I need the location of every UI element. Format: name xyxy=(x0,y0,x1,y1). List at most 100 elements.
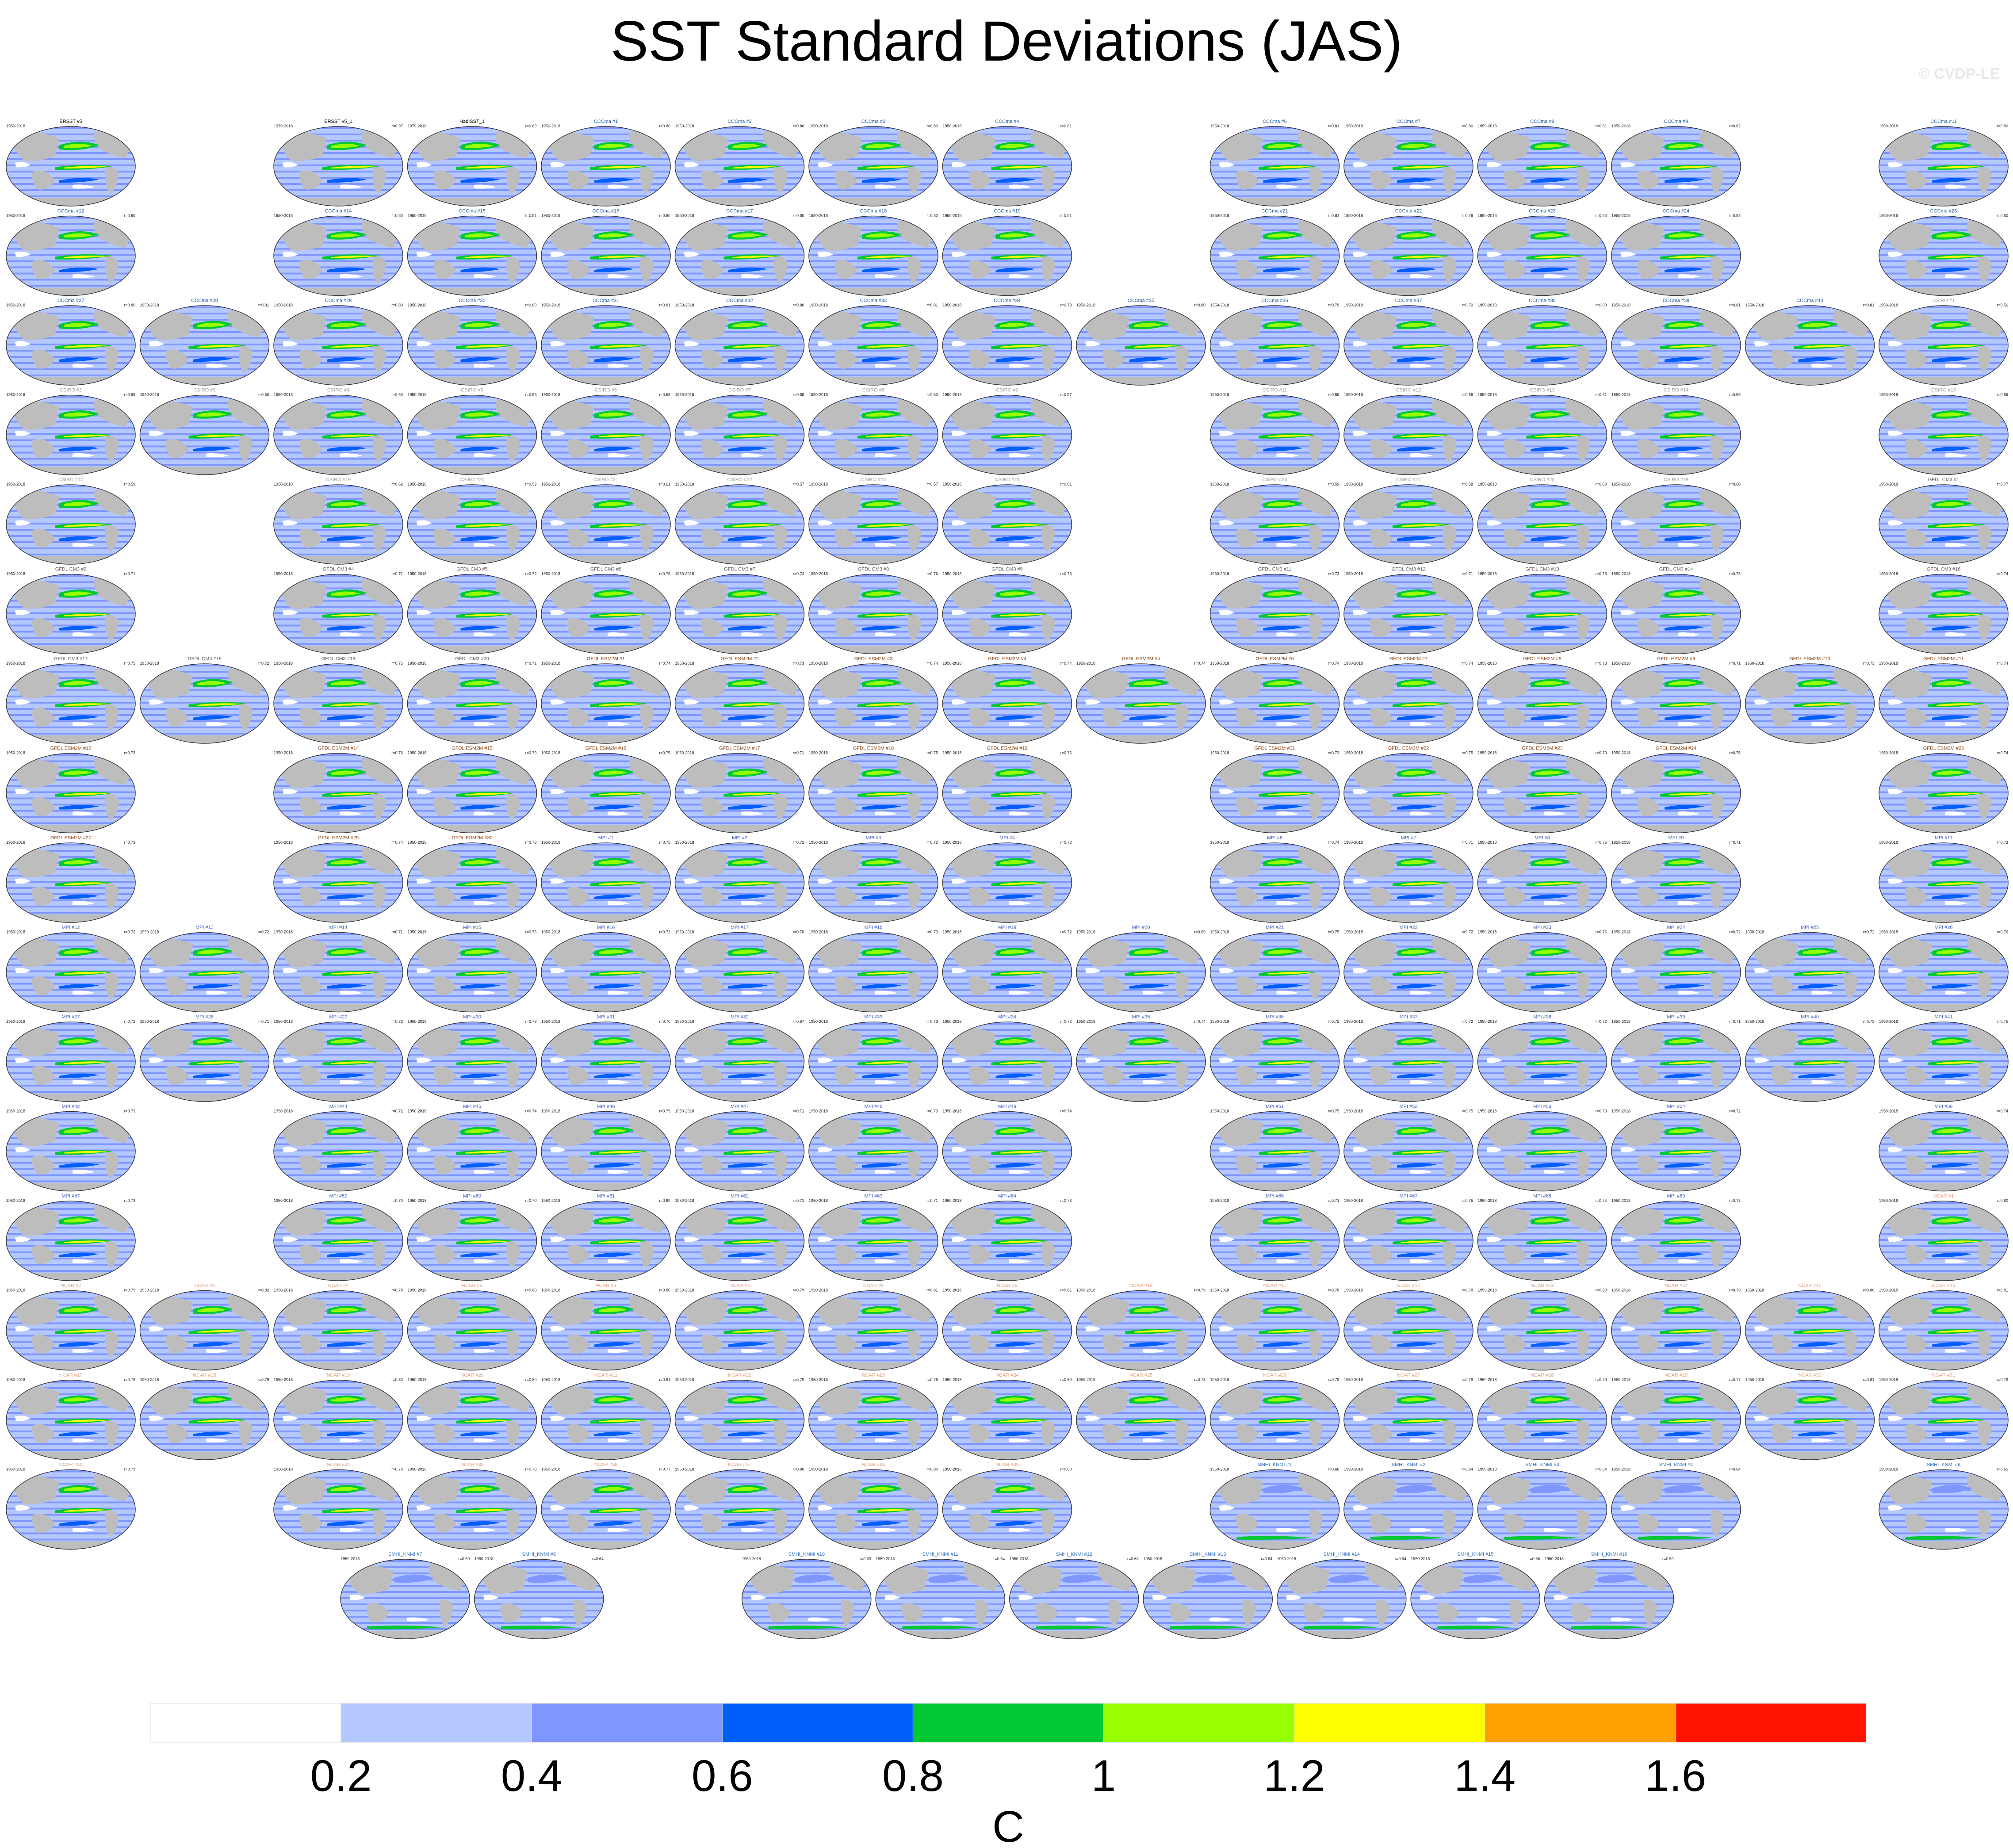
panel-years: 1950-2018 xyxy=(1076,303,1095,307)
panel-correlation: r=0.80 xyxy=(793,1467,804,1472)
panel-title: GFDL ESM2M #18 xyxy=(853,746,894,751)
map-panel: CSIRO #12 1950-2018 r=0.58 xyxy=(1343,388,1473,475)
panel-years: 1950-2018 xyxy=(675,930,694,934)
panel-years: 1950-2018 xyxy=(274,930,293,934)
panel-title: MPI #26 xyxy=(1935,925,1953,930)
panel-correlation: r=0.72 xyxy=(1729,1109,1741,1113)
panel-title: MPI #62 xyxy=(731,1194,749,1199)
panel-years: 1950-2018 xyxy=(1210,840,1229,845)
colorbar-swatch xyxy=(531,1703,723,1743)
panel-years: 1950-2018 xyxy=(6,930,25,934)
panel-years: 1950-2018 xyxy=(6,840,25,845)
map-panel: GFDL CM3 #11 1950-2018 r=0.73 xyxy=(1209,567,1340,654)
panel-correlation: r=0.60 xyxy=(1596,482,1607,486)
map-panel: NCAR #21 1950-2018 r=0.81 xyxy=(541,1373,671,1460)
panel-years: 1950-2018 xyxy=(675,840,694,845)
panel-title: NCAR #22 xyxy=(728,1373,751,1378)
panel-years: 1950-2018 xyxy=(1611,840,1630,845)
panel-correlation: r=0.76 xyxy=(1596,930,1607,934)
panel-years: 1950-2018 xyxy=(1210,214,1229,218)
panel-title: NCAR #37 xyxy=(728,1462,751,1468)
panel-years: 1950-2018 xyxy=(541,303,560,307)
panel-correlation: r=0.59 xyxy=(1729,393,1741,397)
panel-years: 1950-2018 xyxy=(541,1288,560,1293)
panel-title: GFDL CM3 #7 xyxy=(724,567,755,572)
map-panel: CSIRO #3 1950-2018 r=0.60 xyxy=(139,388,270,475)
panel-correlation: r=0.58 xyxy=(1462,393,1473,397)
panel-correlation: r=0.79 xyxy=(1997,1377,2008,1382)
panel-title: MPI #9 xyxy=(1669,835,1684,841)
map-panel: MPI #44 1950-2018 r=0.72 xyxy=(273,1104,403,1192)
panel-title: NCAR #30 xyxy=(1798,1373,1822,1378)
panel-title: MPI #6 xyxy=(1267,835,1282,841)
panel-title: CSIRO #20 xyxy=(459,477,484,482)
map-panel: CCCma #7 1950-2018 r=0.80 xyxy=(1343,119,1473,207)
panel-title: NCAR #18 xyxy=(193,1373,216,1378)
panel-title: GFDL ESM2M #7 xyxy=(1389,656,1427,662)
panel-years: 1950-2018 xyxy=(274,751,293,755)
panel-years: 1950-2018 xyxy=(1478,751,1497,755)
panel-correlation: r=0.60 xyxy=(258,393,269,397)
panel-years: 1950-2018 xyxy=(943,214,962,218)
panel-title: CCCma #35 xyxy=(1128,298,1155,303)
panel-title: SMHI_KNMI #16 xyxy=(1591,1552,1627,1557)
panel-title: NCAR #25 xyxy=(1129,1373,1153,1378)
panel-title: MPI #54 xyxy=(1667,1104,1685,1110)
panel-years: 1950-2018 xyxy=(274,1019,293,1024)
panel-correlation: r=0.72 xyxy=(1060,930,1072,934)
panel-correlation: r=0.66 xyxy=(1328,1467,1339,1472)
colorbar-tick-label: 1.2 xyxy=(1263,1751,1325,1801)
map-panel: CCCma #23 1950-2018 r=0.80 xyxy=(1477,209,1607,296)
panel-years: 1950-2018 xyxy=(6,1198,25,1203)
map-panel: NCAR #1 1950-2018 r=0.80 xyxy=(1879,1194,2009,1281)
watermark: © CVDP-LE xyxy=(1918,65,2000,82)
panel-title: MPI #37 xyxy=(1400,1014,1418,1020)
map-panel: MPI #22 1950-2018 r=0.72 xyxy=(1343,925,1473,1013)
map-panel: CCCma #11 1950-2018 r=0.80 xyxy=(1879,119,2009,207)
panel-years: 1950-2018 xyxy=(1210,1288,1229,1293)
panel-correlation: r=0.76 xyxy=(926,572,938,576)
map-panel: SMHI_KNMI #16 1950-2018 r=0.59 xyxy=(1544,1552,1674,1639)
panel-correlation: r=0.78 xyxy=(1462,1288,1473,1293)
map-panel: MPI #17 1950-2018 r=0.70 xyxy=(674,925,805,1013)
panel-title: MPI #60 xyxy=(463,1194,481,1199)
map-panel: MPI #14 1950-2018 r=0.71 xyxy=(273,925,403,1013)
map-panel: CSIRO #19 1950-2018 r=0.62 xyxy=(273,477,403,565)
panel-years: 1950-2018 xyxy=(1879,124,1898,128)
map-panel: CCCma #39 1950-2018 r=0.81 xyxy=(1611,298,1741,386)
colorbar-swatch xyxy=(150,1703,341,1743)
map-panel: CCCma #17 1950-2018 r=0.80 xyxy=(674,209,805,296)
map-panel: SMHI_KNMI #15 1950-2018 r=0.66 xyxy=(1410,1552,1540,1639)
panel-title: GFDL ESM2M #30 xyxy=(452,835,493,841)
panel-correlation: r=0.80 xyxy=(1997,214,2008,218)
panel-title: GFDL ESM2M #15 xyxy=(452,746,493,751)
panel-correlation: r=0.57 xyxy=(793,482,804,486)
panel-correlation: r=0.78 xyxy=(926,1377,938,1382)
panel-years: 1950-2018 xyxy=(1478,214,1497,218)
panel-correlation: r=0.73 xyxy=(124,751,135,755)
panel-title: NCAR #29 xyxy=(1665,1373,1688,1378)
panel-correlation: r=0.59 xyxy=(525,482,537,486)
panel-title: NCAR #7 xyxy=(729,1283,750,1289)
panel-title: CSIRO #2 xyxy=(60,388,82,393)
panel-correlation: r=0.79 xyxy=(124,1288,135,1293)
map-panel: MPI #39 1950-2018 r=0.71 xyxy=(1611,1014,1741,1102)
panel-title: CSIRO #13 xyxy=(1530,388,1554,393)
panel-title: GFDL ESM2M #27 xyxy=(50,835,92,841)
panel-years: 1950-2018 xyxy=(675,751,694,755)
panel-years: 1950-2018 xyxy=(6,303,25,307)
panel-correlation: r=0.64 xyxy=(1596,1467,1607,1472)
map-panel: NCAR #18 1950-2018 r=0.79 xyxy=(139,1373,270,1460)
map-panel: NCAR #23 1950-2018 r=0.78 xyxy=(808,1373,938,1460)
panel-years: 1950-2018 xyxy=(408,1198,427,1203)
panel-years: 1950-2018 xyxy=(809,482,828,486)
map-panel: CCCma #36 1950-2018 r=0.79 xyxy=(1209,298,1340,386)
map-panel: CCCma #4 1950-2018 r=0.81 xyxy=(942,119,1072,207)
map-panel: MPI #46 1950-2018 r=0.75 xyxy=(541,1104,671,1192)
panel-correlation: r=0.76 xyxy=(1729,572,1741,576)
map-panel: SMHI_KNMI #12 1950-2018 r=0.63 xyxy=(1009,1552,1139,1639)
panel-title: CSIRO #23 xyxy=(861,477,886,482)
panel-correlation: r=0.78 xyxy=(1328,1377,1339,1382)
panel-correlation: r=0.61 xyxy=(659,482,670,486)
map-panel: MPI #8 1950-2018 r=0.75 xyxy=(1477,835,1607,923)
